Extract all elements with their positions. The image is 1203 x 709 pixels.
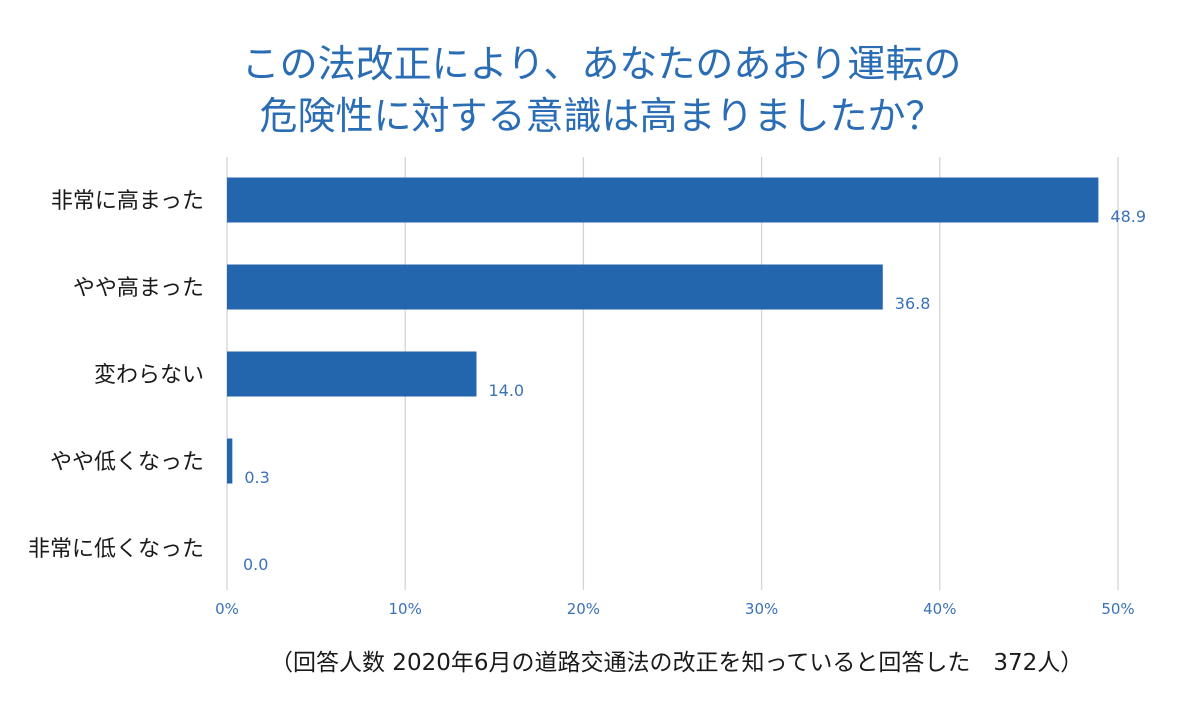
- chart-title-line-1: この法改正により、あなたのあおり運転の: [241, 42, 962, 86]
- footnote: （回答人数 2020年6月の道路交通法の改正を知っていると回答した 372人）: [270, 650, 1084, 676]
- value-label-1: 36.8: [895, 294, 931, 313]
- bar-0: [227, 177, 1099, 223]
- value-label-0: 48.9: [1110, 207, 1146, 226]
- bar-1: [227, 264, 883, 310]
- x-tick-label-40: 40%: [923, 600, 956, 618]
- x-tick-label-30: 30%: [745, 600, 778, 618]
- value-label-2: 14.0: [488, 381, 524, 400]
- category-label-1: やや高まった: [73, 276, 204, 301]
- bar-3: [227, 438, 233, 484]
- x-tick-label-10: 10%: [389, 600, 422, 618]
- x-tick-label-50: 50%: [1101, 600, 1134, 618]
- x-tick-label-0: 0%: [215, 600, 239, 618]
- category-label-0: 非常に高まった: [51, 189, 204, 214]
- value-label-3: 0.3: [244, 468, 269, 487]
- chart-title-line-2: 危険性に対する意識は高まりましたか？: [259, 94, 944, 138]
- x-tick-label-20: 20%: [567, 600, 600, 618]
- category-label-2: 変わらない: [94, 363, 204, 388]
- category-label-4: 非常に低くなった: [28, 537, 204, 562]
- value-label-4: 0.0: [243, 555, 268, 574]
- category-label-3: やや低くなった: [50, 450, 204, 475]
- bar-2: [227, 351, 477, 397]
